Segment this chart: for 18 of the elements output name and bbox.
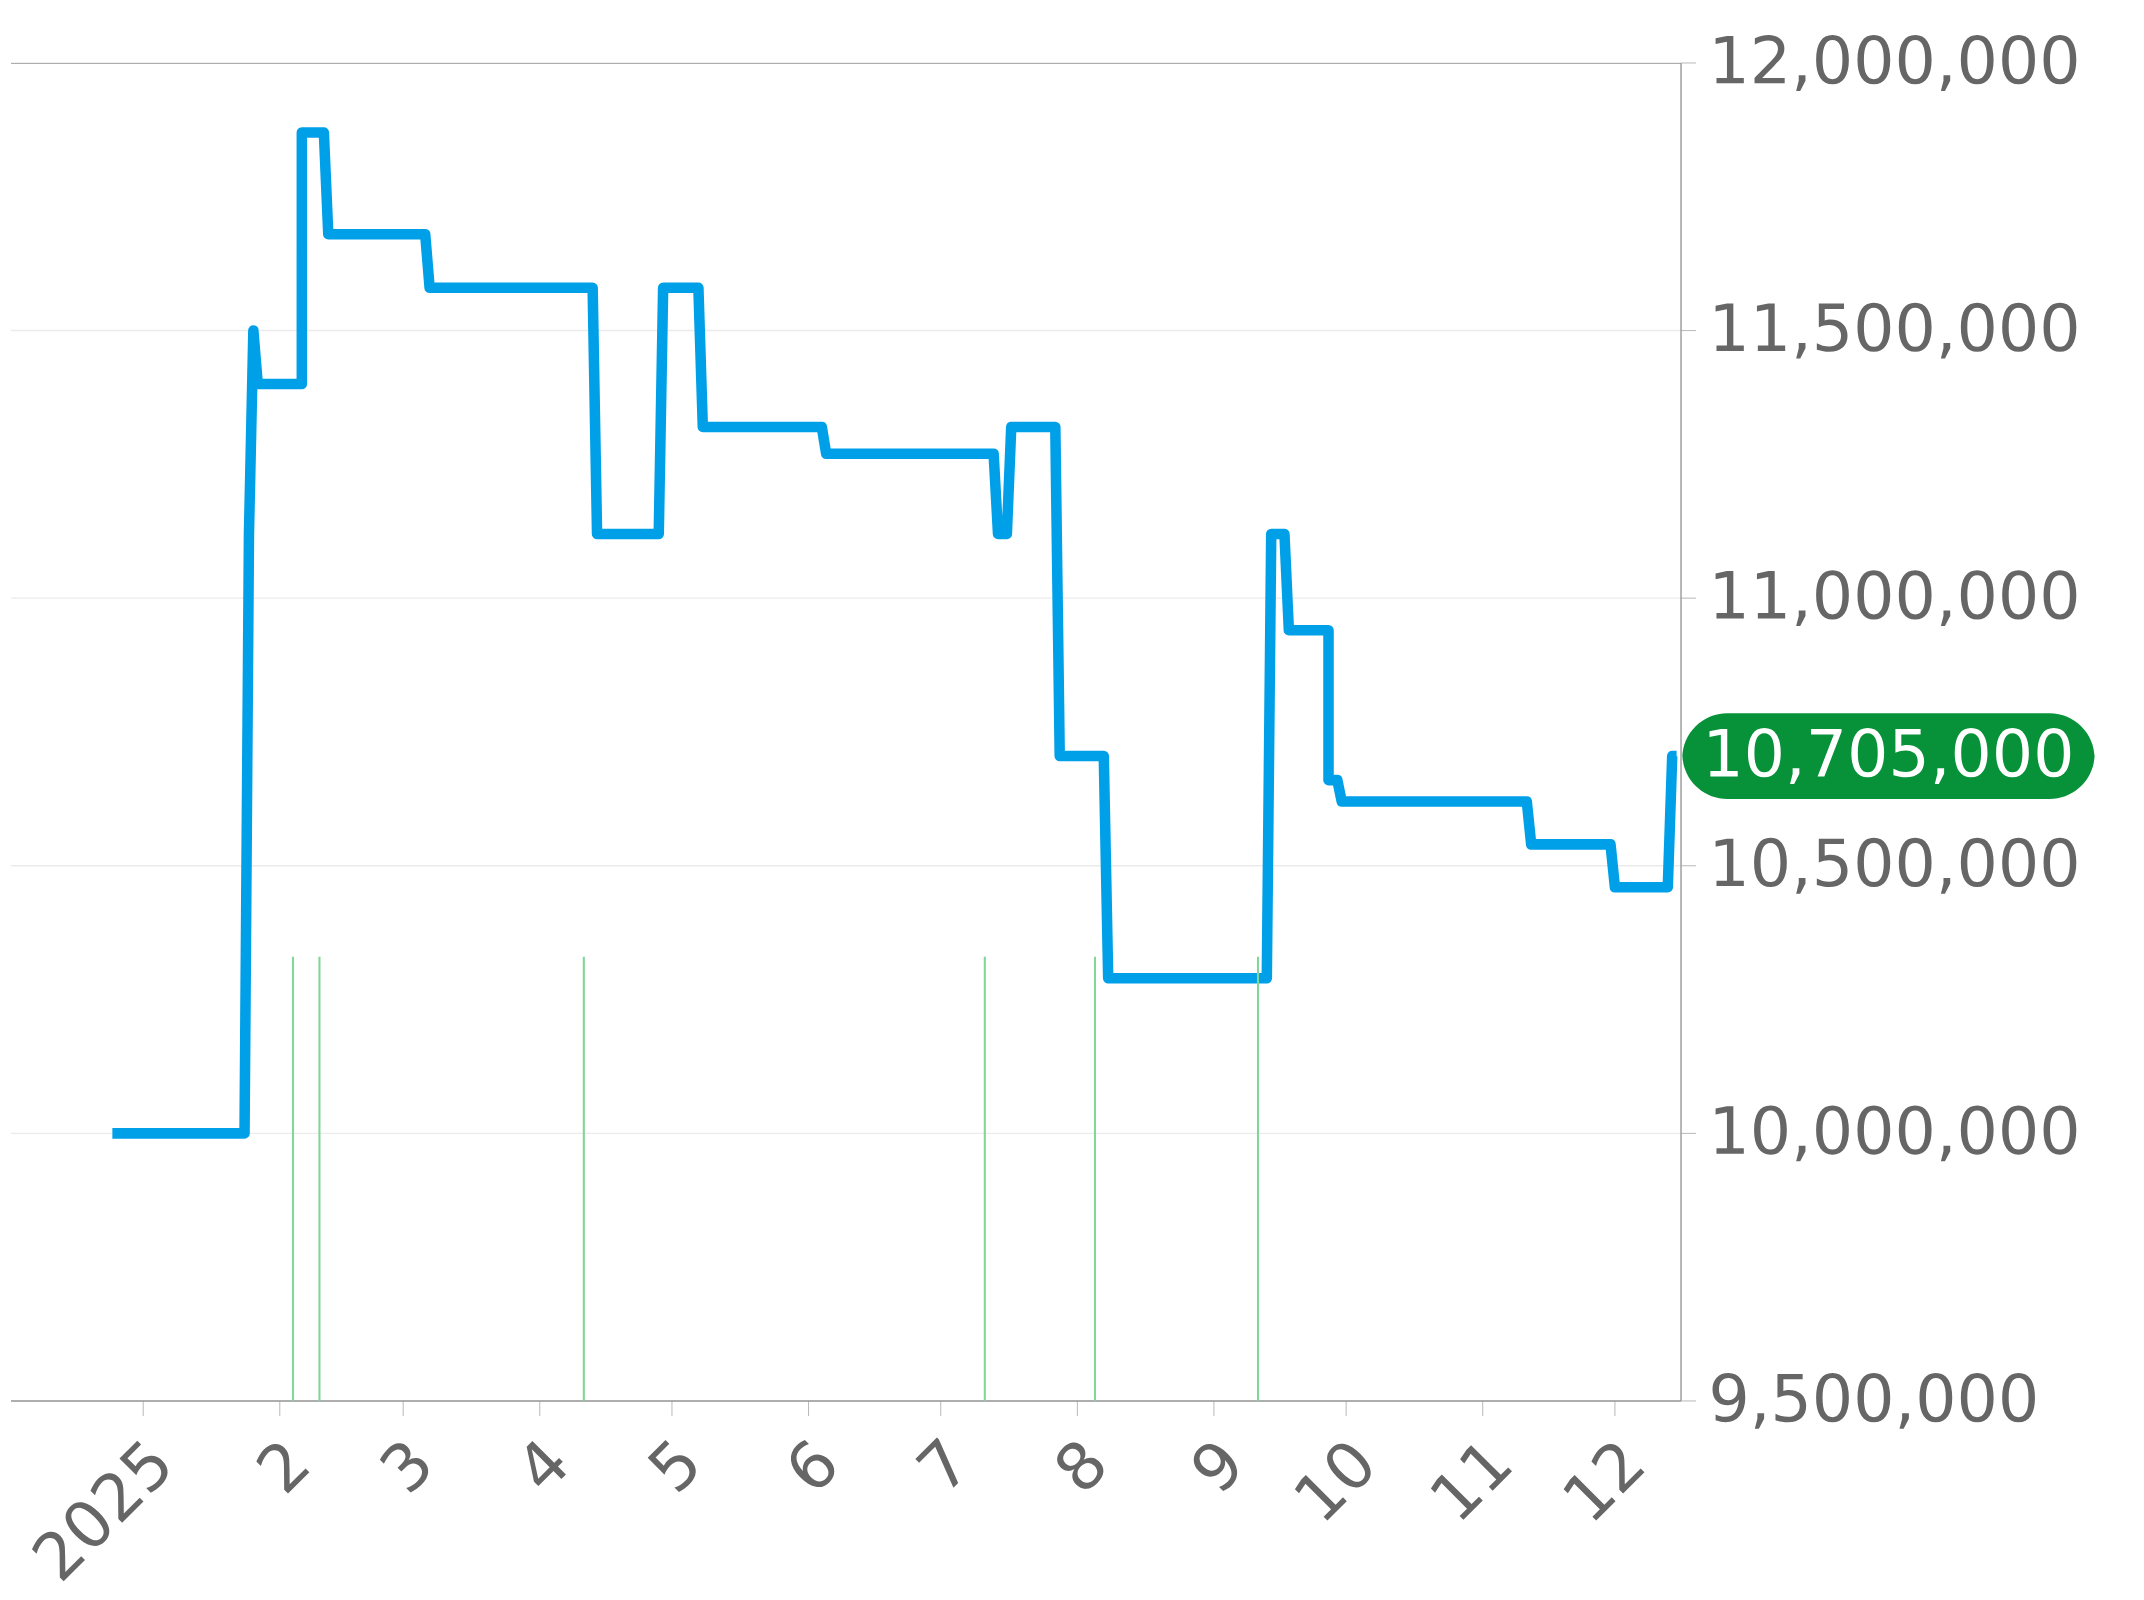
x-tick-label: 6 [790,1439,835,1488]
annotation: 10,705,000 [1709,728,2071,784]
y-tick-label: 12,000,000 [1715,35,2077,91]
x-tick-label: 10 [1294,1443,1371,1521]
y-tick-label: 10,000,000 [1715,1105,2077,1162]
x-tick-label: 11 [1430,1445,1512,1520]
x-tick-label: 8 [1057,1442,1104,1489]
x-tick-label: 2 [256,1443,310,1494]
y-tick-label: 9,500,000 [1712,1373,2035,1429]
y-tick-label: 11,000,000 [1715,570,2077,627]
y-tick-label: 11,500,000 [1715,302,2077,359]
y-tick-label: 10,500,000 [1715,837,2077,894]
x-tick-label: 12 [1563,1443,1645,1521]
x-tick-label: 4 [526,1440,566,1487]
x-tick-label: 3 [379,1443,429,1493]
x-tick-label: 5 [647,1440,696,1493]
x-tick-label: 7 [915,1437,959,1488]
x-tick-label: 9 [1193,1444,1238,1492]
